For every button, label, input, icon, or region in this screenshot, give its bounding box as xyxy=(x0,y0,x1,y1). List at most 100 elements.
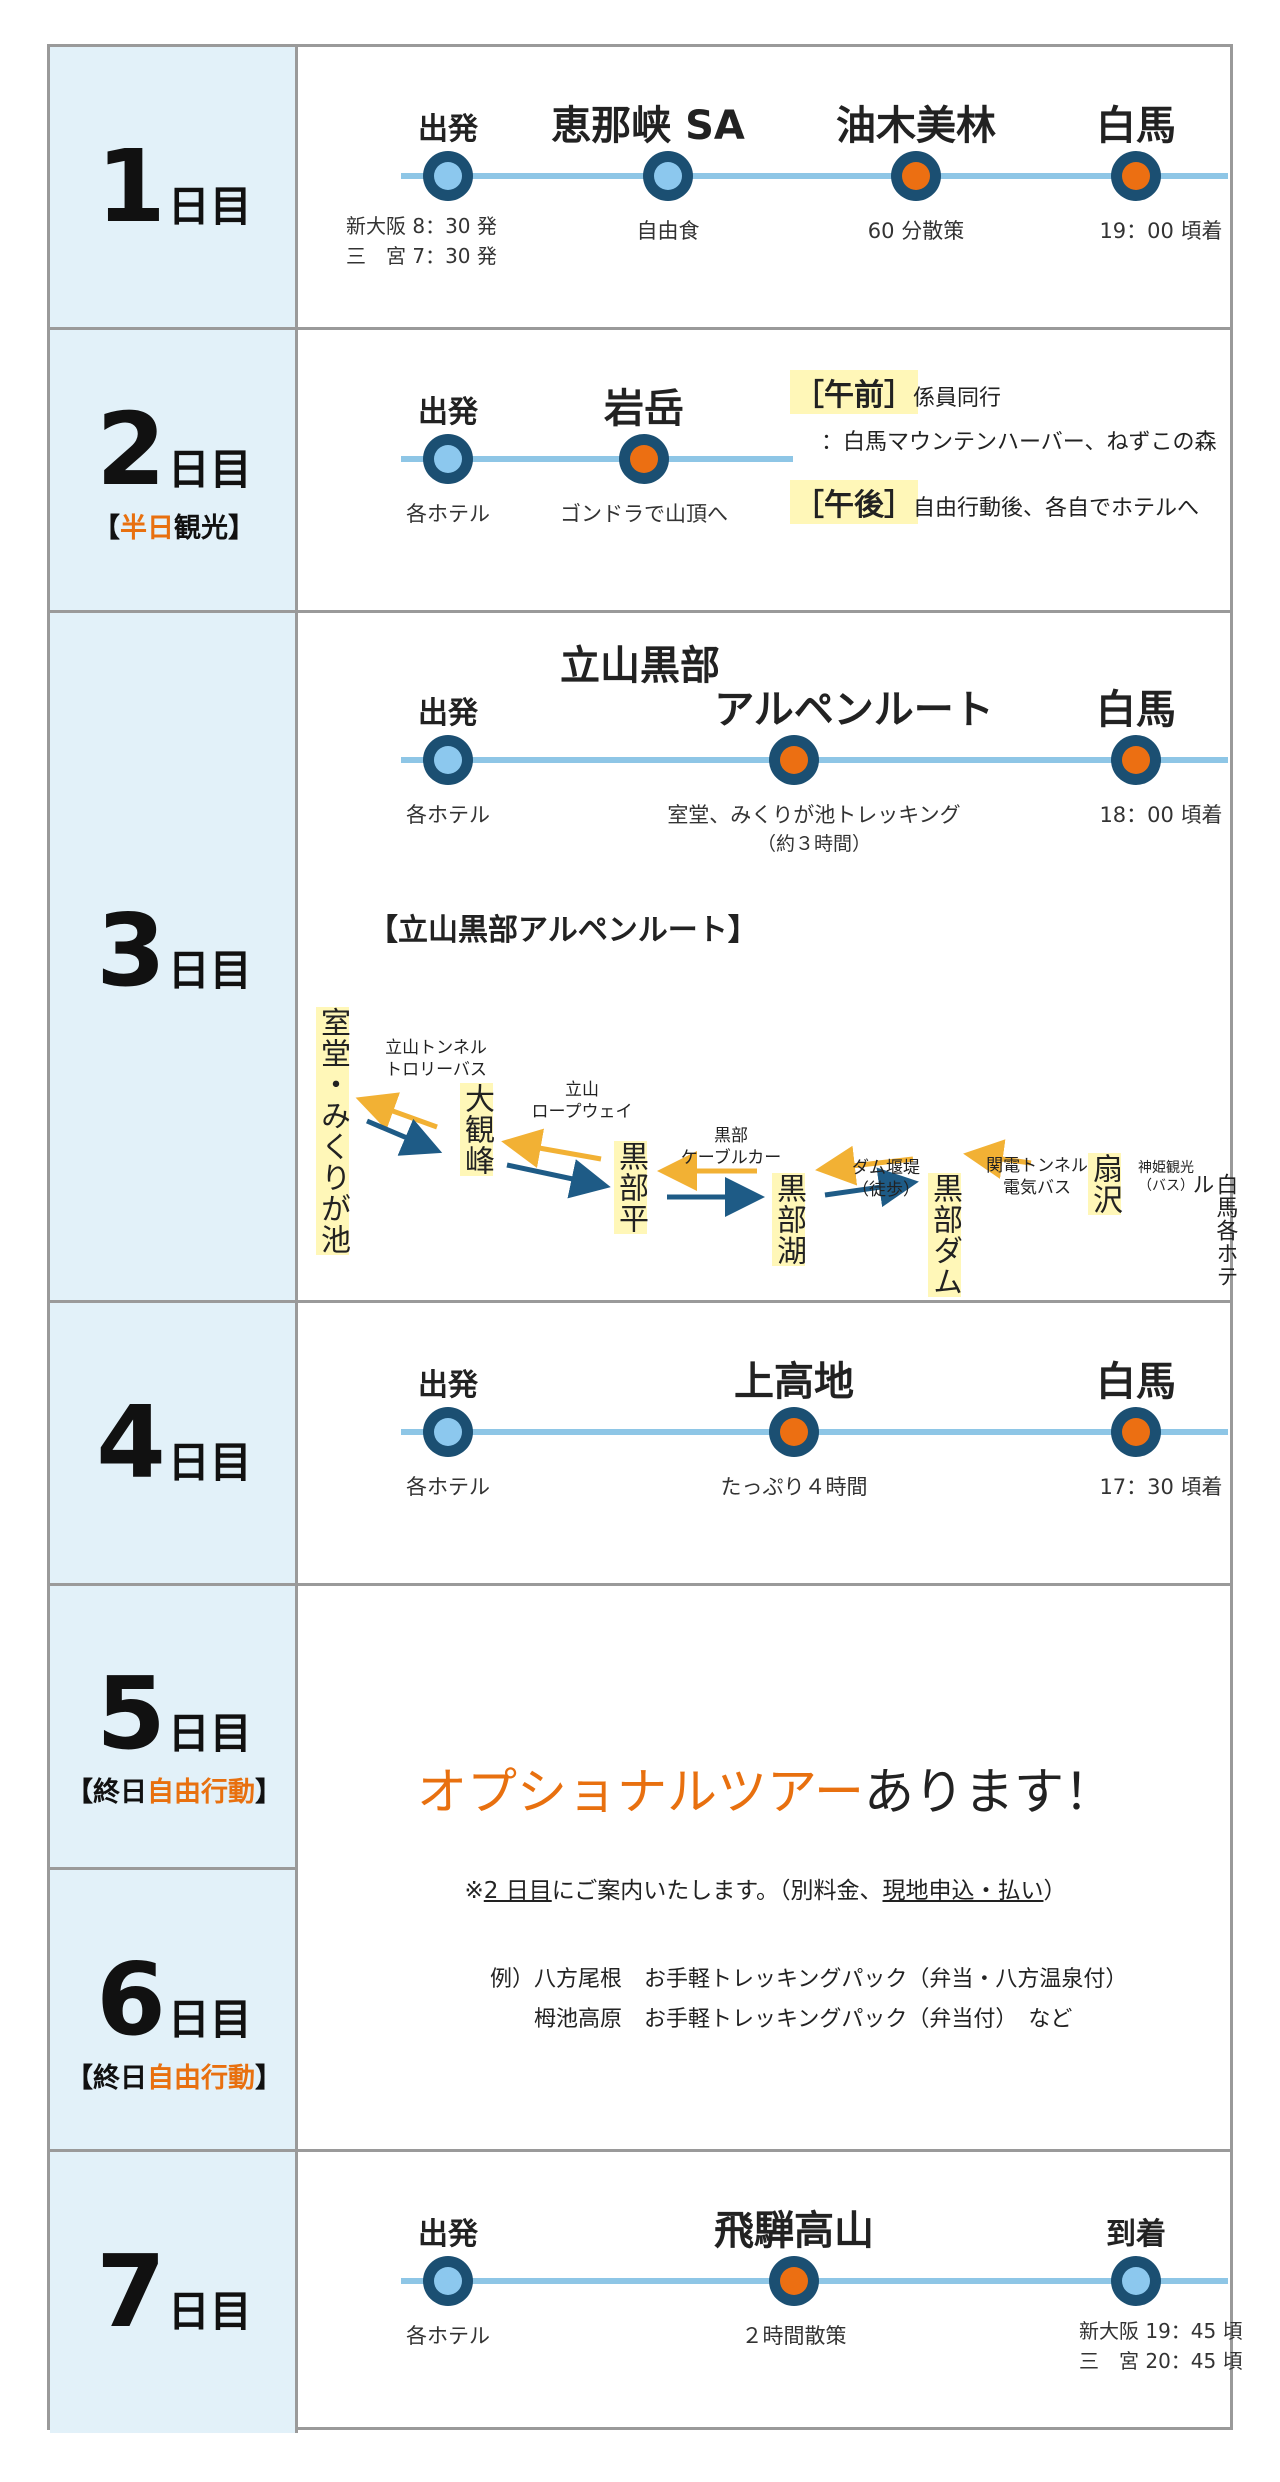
stop-name: 出発 xyxy=(418,2217,478,2252)
day-number: 3 xyxy=(96,892,166,1009)
route-station: 白馬各ホテル xyxy=(1188,1173,1238,1288)
optional-tour-examples: 例）八方尾根 お手軽トレッキングパック（弁当・八方温泉付） 栂池高原 お手軽トレ… xyxy=(490,1967,1128,2032)
pm-tag: ［午後］ xyxy=(790,480,918,524)
day-number: 1 xyxy=(96,128,166,245)
day-suffix: 日目 xyxy=(167,182,252,231)
day-column: 3日目 xyxy=(50,613,298,1300)
stop-dot xyxy=(769,1407,819,1457)
am-tag: ［午前］ xyxy=(790,370,918,414)
stop-note: 18：00 頃着 xyxy=(1099,803,1223,827)
day-label: 5日目 【終日自由行動】 xyxy=(50,1664,298,1809)
stop-note: たっぷり４時間 xyxy=(720,1475,868,1499)
route-station: 扇沢 xyxy=(1087,1153,1122,1215)
day-number: 6 xyxy=(96,1941,166,2058)
stop-name: 出発 xyxy=(418,696,478,731)
route-link-label: 関電トンネル 電気バス xyxy=(986,1156,1088,1198)
day-note: 【終日自由行動】 xyxy=(66,1777,282,1808)
stop-note: 各ホテル xyxy=(406,2324,490,2348)
stop-dot xyxy=(1111,1407,1161,1457)
route-station: 黒部湖 xyxy=(771,1173,806,1266)
stop-note: （約３時間） xyxy=(756,833,872,855)
stop-name: 出発 xyxy=(418,1368,478,1403)
arrow-down xyxy=(824,1167,919,1208)
stop-name: 出発 xyxy=(418,395,478,430)
stop-name: 飛騨高山 xyxy=(714,2208,874,2254)
stop-name: 立山黒部 xyxy=(560,643,720,689)
day-note: 【終日自由行動】 xyxy=(66,2063,282,2094)
day-row-7: 7日目 出発 飛騨高山 到着 各ホテル ２時間散策 新大阪 19：45 頃三 宮… xyxy=(50,2152,1243,2433)
route-link-label: 黒部 ケーブルカー xyxy=(680,1126,782,1168)
day-row-2: 2日目 【半日観光】 出発 岩岳 各ホテル ゴンドラで山頂へ ［午前］ 係員同行… xyxy=(50,330,1230,613)
day-content: 出発 恵那峡 SA 油木美林 白馬 新大阪 8：30 発三 宮 7：30 発 自… xyxy=(301,47,1230,327)
day-row-1: 1日目 出発 恵那峡 SA 油木美林 白馬 新大阪 8：30 発三 宮 7：30… xyxy=(50,47,1230,330)
stop-note: 各ホテル xyxy=(406,502,490,526)
stop-note: 新大阪 8：30 発三 宮 7：30 発 xyxy=(346,214,497,268)
optional-tour-headline: オプショナルツアーあります！ xyxy=(417,1763,1114,1821)
stop-name: アルペンルート xyxy=(714,687,994,733)
route-station: 大観峰 xyxy=(459,1083,494,1176)
stop-dot xyxy=(423,151,473,201)
day-suffix: 日目 xyxy=(167,1995,252,2044)
timeline-line xyxy=(401,456,793,462)
day-number: 4 xyxy=(96,1384,166,1501)
stop-note: 自由食 xyxy=(636,219,700,243)
day-suffix: 日目 xyxy=(167,1709,252,1758)
day-label: 6日目 【終日自由行動】 xyxy=(50,1950,298,2095)
route-title: 【立山黒部アルペンルート】 xyxy=(368,913,758,948)
day-content: 出発 上高地 白馬 各ホテル たっぷり４時間 17：30 頃着 xyxy=(301,1303,1230,1583)
route-map-arrows xyxy=(355,1092,1032,1217)
day-note: 【半日観光】 xyxy=(93,513,255,544)
day-row-3: 3日目 出発 立山黒部 アルペンルート 白馬 各ホテル 室堂、みくりが池トレッキ… xyxy=(50,613,1237,1303)
day-content: 出発 岩岳 各ホテル ゴンドラで山頂へ ［午前］ 係員同行 ：白馬マウンテンハー… xyxy=(301,330,1230,610)
day-column: 5日目 【終日自由行動】 6日目 【終日自由行動】 xyxy=(50,1586,298,2149)
stop-dot xyxy=(423,434,473,484)
stop-note: 室堂、みくりが池トレッキング xyxy=(667,803,961,827)
stop-dot xyxy=(769,735,819,785)
stop-dot xyxy=(1111,2256,1161,2306)
stop-name: 岩岳 xyxy=(604,386,684,432)
route-link-label: 立山トンネル トロリーバス xyxy=(385,1038,487,1080)
stop-dot xyxy=(1111,151,1161,201)
arrow-down xyxy=(366,1118,443,1156)
day-label: 3日目 xyxy=(50,901,298,1001)
timeline-line xyxy=(401,173,1228,179)
stop-dot xyxy=(769,2256,819,2306)
stop-note: 17：30 頃着 xyxy=(1099,1475,1223,1499)
day-suffix: 日目 xyxy=(167,1438,252,1487)
day-column: 1日目 xyxy=(50,47,298,327)
day-label: 1日目 xyxy=(50,137,298,237)
stop-name: 白馬 xyxy=(1096,103,1176,149)
stop-note: 19：00 頃着 xyxy=(1099,219,1223,243)
stop-dot xyxy=(1111,735,1161,785)
arrow-up xyxy=(963,1139,1032,1179)
day-number: 2 xyxy=(96,391,166,508)
route-station: 黒部ダム xyxy=(927,1173,962,1297)
day-number: 5 xyxy=(96,1655,166,1772)
stop-dot xyxy=(423,1407,473,1457)
itinerary-frame: 1日目 出発 恵那峡 SA 油木美林 白馬 新大阪 8：30 発三 宮 7：30… xyxy=(47,44,1243,2433)
pm-text: 自由行動後、各自でホテルへ xyxy=(913,496,1200,521)
arrow-up xyxy=(815,1145,914,1186)
day-suffix: 日目 xyxy=(167,445,252,494)
stop-note: ゴンドラで山頂へ xyxy=(560,502,728,526)
am-detail: ：白馬マウンテンハーバー、ねずこの森 xyxy=(821,430,1217,455)
day-row-5-6: 5日目 【終日自由行動】 6日目 【終日自由行動】 オプショナルツアーあります！… xyxy=(50,1586,1230,2152)
optional-tour-note: ※2 日目にご案内いたします。（別料金、現地申込・払い） xyxy=(464,1878,1067,1904)
am-text: 係員同行 xyxy=(913,386,1002,411)
stop-note: ２時間散策 xyxy=(741,2324,847,2348)
day-column: 2日目 【半日観光】 xyxy=(50,330,298,610)
route-link-label: 立山 ロープウェイ xyxy=(531,1080,633,1122)
stop-dot xyxy=(423,2256,473,2306)
day-label: 2日目 【半日観光】 xyxy=(50,400,298,545)
day-row-4: 4日目 出発 上高地 白馬 各ホテル たっぷり４時間 17：30 頃着 xyxy=(50,1303,1230,1586)
stop-dot xyxy=(891,151,941,201)
arrow-up xyxy=(501,1128,602,1168)
day-label: 7日目 xyxy=(50,2242,298,2342)
day-label: 4日目 xyxy=(50,1393,298,1493)
stop-dot xyxy=(423,735,473,785)
stop-note: 各ホテル xyxy=(406,803,490,827)
route-link-label: 神姫観光 （バス） xyxy=(1138,1160,1194,1194)
stop-name: 到着 xyxy=(1106,2217,1166,2252)
day-number: 7 xyxy=(96,2233,166,2350)
stop-name: 上高地 xyxy=(734,1359,854,1405)
